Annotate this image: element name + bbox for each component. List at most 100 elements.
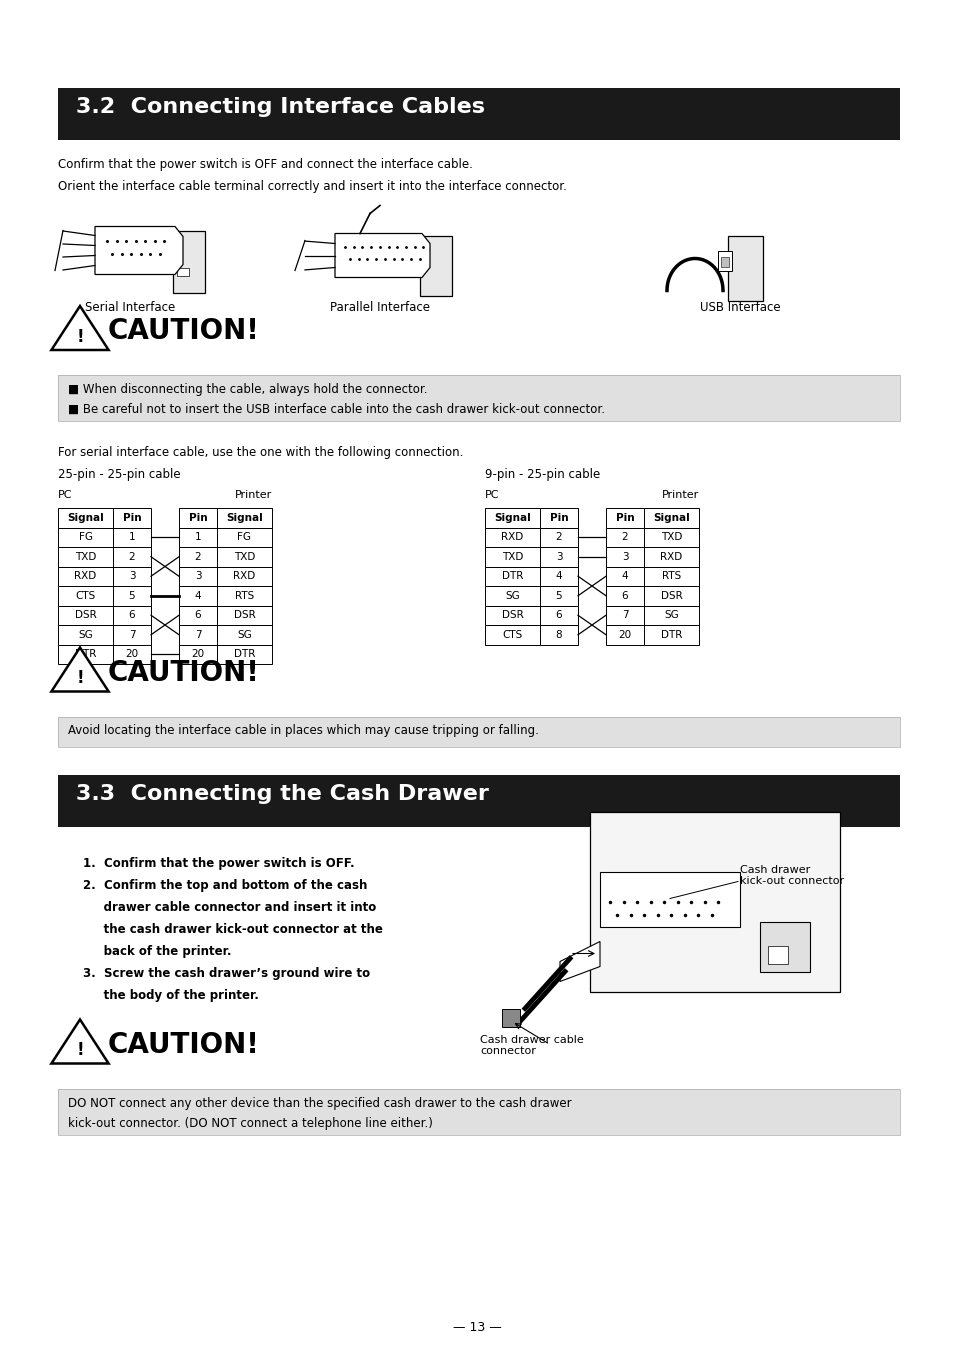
Text: 7: 7 [194,630,201,639]
Text: SG: SG [663,610,679,621]
Text: the cash drawer kick-out connector at the: the cash drawer kick-out connector at th… [83,922,382,936]
Text: back of the printer.: back of the printer. [83,945,232,957]
Bar [605,566,643,585]
Text: Pin: Pin [189,512,207,523]
Bar [216,606,272,625]
Text: Confirm that the power switch is OFF and connect the interface cable.: Confirm that the power switch is OFF and… [58,158,473,170]
Bar [589,811,840,991]
Bar [216,527,272,548]
Text: Pin: Pin [615,512,634,523]
Bar [643,606,699,625]
Bar [112,527,151,548]
Bar [58,375,899,420]
Bar [112,548,151,566]
Polygon shape [559,941,599,982]
Text: CAUTION!: CAUTION! [108,1030,259,1059]
Text: drawer cable connector and insert it into: drawer cable connector and insert it int… [83,900,375,914]
Text: 25-pin - 25-pin cable: 25-pin - 25-pin cable [58,468,180,481]
Text: 20: 20 [192,649,204,660]
Text: Orient the interface cable terminal correctly and insert it into the interface c: Orient the interface cable terminal corr… [58,180,566,193]
Text: 2: 2 [555,533,561,542]
Text: SG: SG [237,630,252,639]
Text: 1: 1 [194,533,201,542]
Bar [112,606,151,625]
Text: ■ When disconnecting the cable, always hold the connector.: ■ When disconnecting the cable, always h… [68,383,427,396]
Text: FG: FG [78,533,92,542]
Bar [58,566,112,585]
Text: ■ Be careful not to insert the USB interface cable into the cash drawer kick-out: ■ Be careful not to insert the USB inter… [68,403,604,416]
Text: the body of the printer.: the body of the printer. [83,988,258,1002]
Bar [58,1088,899,1134]
Text: RXD: RXD [501,533,523,542]
Text: TXD: TXD [501,552,522,561]
Text: 3.2  Connecting Interface Cables: 3.2 Connecting Interface Cables [76,97,484,118]
Bar [216,508,272,527]
Text: DTR: DTR [660,630,681,639]
Polygon shape [95,227,183,274]
Text: SG: SG [78,630,92,639]
Bar [484,508,539,527]
Bar [179,508,216,527]
Bar [58,775,899,826]
Bar [58,717,899,746]
Text: 9-pin - 25-pin cable: 9-pin - 25-pin cable [484,468,599,481]
Bar [484,527,539,548]
Bar [727,235,762,300]
Bar [643,625,699,645]
Text: TXD: TXD [233,552,254,561]
Text: 2: 2 [129,552,135,561]
Bar [599,872,740,926]
Bar [484,566,539,585]
Bar [539,508,578,527]
Bar [605,625,643,645]
Bar [58,645,112,664]
Bar [179,548,216,566]
Text: DSR: DSR [233,610,255,621]
Text: Cash drawer cable
connector: Cash drawer cable connector [479,1034,583,1056]
Text: Pin: Pin [549,512,568,523]
Text: !: ! [76,1041,84,1060]
Text: 1: 1 [129,533,135,542]
Text: CTS: CTS [502,630,522,639]
Bar [58,606,112,625]
Bar [58,527,112,548]
Text: Pin: Pin [123,512,141,523]
Bar [58,717,899,746]
Text: 6: 6 [621,591,628,600]
Bar [216,625,272,645]
Bar [58,375,899,420]
Text: kick-out connector. (DO NOT connect a telephone line either.): kick-out connector. (DO NOT connect a te… [68,1117,433,1129]
Polygon shape [51,306,109,350]
Bar [643,585,699,606]
Bar [539,548,578,566]
Bar [112,645,151,664]
Text: 3.  Screw the cash drawer’s ground wire to: 3. Screw the cash drawer’s ground wire t… [83,967,370,979]
Polygon shape [501,1009,519,1026]
Bar [539,585,578,606]
Bar [484,585,539,606]
Text: DTR: DTR [74,649,96,660]
Bar [643,566,699,585]
Text: 5: 5 [129,591,135,600]
Bar [216,566,272,585]
Bar [179,606,216,625]
Text: Signal: Signal [226,512,263,523]
Text: CAUTION!: CAUTION! [108,658,259,687]
Text: 4: 4 [621,572,628,581]
Text: Parallel Interface: Parallel Interface [330,301,430,314]
Text: 2: 2 [621,533,628,542]
Text: For serial interface cable, use the one with the following connection.: For serial interface cable, use the one … [58,446,463,458]
Text: Printer: Printer [234,489,272,500]
Bar [58,548,112,566]
Bar [112,585,151,606]
Bar [58,585,112,606]
Text: !: ! [76,327,84,346]
Text: 7: 7 [129,630,135,639]
Bar [216,548,272,566]
Text: USB Interface: USB Interface [699,301,780,314]
Bar [58,508,112,527]
Text: 20: 20 [618,630,631,639]
Bar [58,1088,899,1134]
Bar [112,566,151,585]
Text: Printer: Printer [661,489,699,500]
